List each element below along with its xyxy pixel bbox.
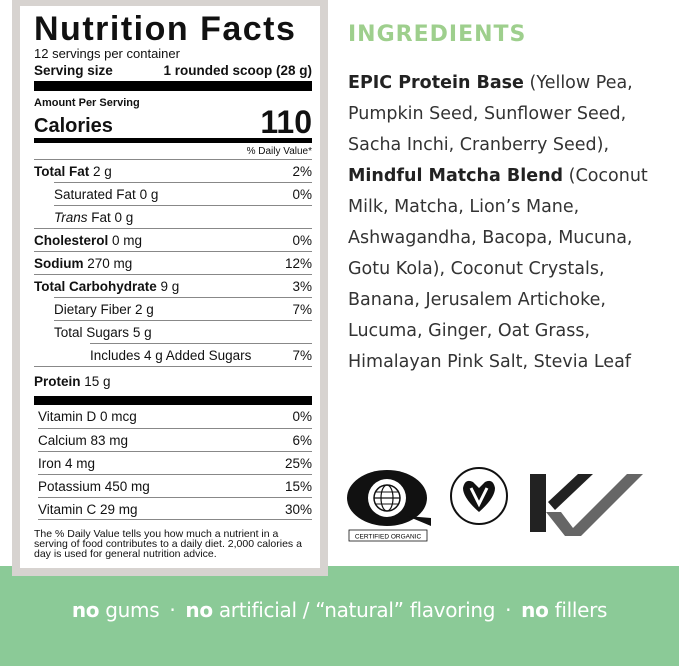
serving-size-row: Serving size 1 rounded scoop (28 g): [34, 63, 312, 78]
amount-per-serving: Amount Per Serving: [34, 97, 140, 109]
serving-size-label: Serving size: [34, 63, 113, 78]
separator-dot: ·: [505, 598, 512, 622]
nutrient-row-dietary-fiber: Dietary Fiber 2 g 7%: [54, 297, 312, 320]
calories-label: Calories: [34, 115, 113, 137]
daily-value-footnote: The % Daily Value tells you how much a n…: [34, 528, 302, 560]
matcha-blend-name: Mindful Matcha Blend: [348, 166, 564, 186]
daily-value-header: % Daily Value*: [246, 146, 312, 157]
vitamin-list: Vitamin D 0 mcg 0% Calcium 83 mg 6% Iron 4…: [34, 405, 312, 520]
vitamin-row: Iron 4 mg 25%: [38, 451, 312, 474]
serving-size-value: 1 rounded scoop (28 g): [163, 63, 312, 78]
medium-divider: [34, 138, 312, 143]
label-title: Nutrition Facts: [34, 10, 297, 48]
claim-no-artificial-flavoring: no artificial / “natural” flavoring: [185, 598, 496, 622]
nutrition-facts-label: Nutrition Facts 12 servings per containe…: [12, 0, 328, 576]
nutrient-row-cholesterol: Cholesterol 0 mg 0%: [34, 228, 312, 251]
vitamin-row: Calcium 83 mg 6%: [38, 428, 312, 451]
nutrient-row-saturated-fat: Saturated Fat 0 g 0%: [54, 182, 312, 205]
vitamin-row: Potassium 450 mg 15%: [38, 474, 312, 497]
calories-value: 110: [260, 104, 312, 140]
certified-organic-text: CERTIFIED ORGANIC: [355, 534, 422, 541]
servings-per-container: 12 servings per container: [34, 46, 180, 61]
nutrient-row-total-carbohydrate: Total Carbohydrate 9 g 3%: [34, 274, 312, 297]
claim-no-fillers: no fillers: [521, 598, 608, 622]
vitamin-row: Vitamin C 29 mg 30%: [38, 497, 312, 520]
ingredients-text: EPIC Protein Base (Yellow Pea, Pumpkin S…: [348, 73, 648, 372]
nutrient-row-sodium: Sodium 270 mg 12%: [34, 251, 312, 274]
nutrient-row-total-fat: Total Fat 2 g 2%: [34, 159, 312, 182]
certified-vegan-logo: [450, 467, 508, 525]
nutrient-row-protein: Protein 15 g: [34, 366, 312, 392]
claims-banner: no gums · no artificial / “natural” flavor…: [0, 566, 679, 666]
nutrient-row-trans-fat: Trans Fat 0 g: [54, 205, 312, 228]
qai-organic-logo: CERTIFIED ORGANIC: [347, 470, 431, 542]
nutrient-list: Total Fat 2 g 2% Saturated Fat 0 g 0% Tran…: [34, 159, 312, 392]
nutrient-row-total-sugars: Total Sugars 5 g: [54, 320, 312, 343]
thick-divider: [34, 81, 312, 91]
separator-dot: ·: [169, 598, 176, 622]
claim-no-gums: no gums: [71, 598, 160, 622]
certification-logos: CERTIFIED ORGANIC: [345, 466, 645, 551]
nutrient-row-added-sugars: Includes 4 g Added Sugars 7%: [90, 343, 312, 366]
calories-row: Calories 110: [34, 100, 312, 138]
protein-base-name: EPIC Protein Base: [348, 73, 524, 93]
ingredients-title: INGREDIENTS: [348, 22, 527, 47]
kv-logo: [530, 474, 643, 536]
thick-divider: [34, 396, 312, 405]
vitamin-row: Vitamin D 0 mcg 0%: [38, 409, 312, 424]
